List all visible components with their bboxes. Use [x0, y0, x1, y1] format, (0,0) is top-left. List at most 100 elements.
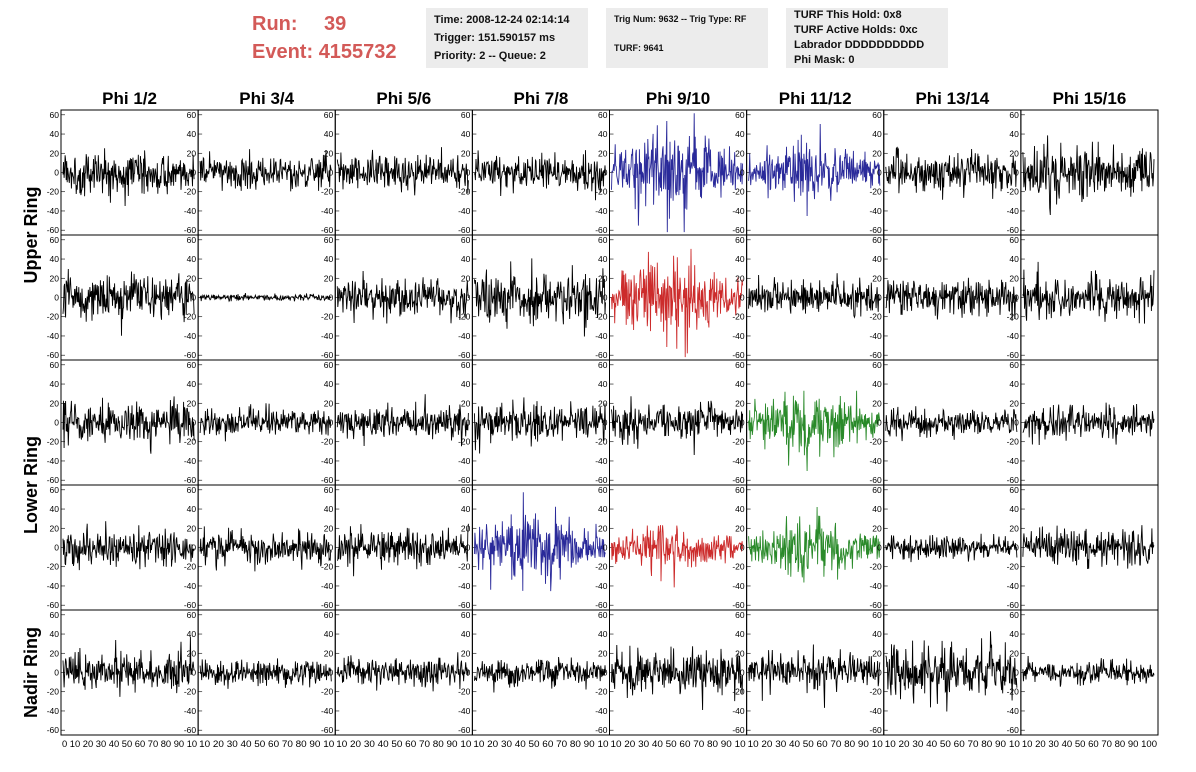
- y-tick-label: -40: [458, 206, 471, 216]
- trigger-info-box: Trig Num: 9632 -- Trig Type: RF TURF: 96…: [606, 8, 768, 68]
- x-tick-label: 10 20 30 40 50 60 70 80 90 10: [885, 739, 1020, 749]
- y-tick-label: -60: [1007, 225, 1020, 235]
- y-tick-label: 60: [598, 235, 608, 245]
- waveform-trace: [611, 396, 744, 456]
- y-tick-label: 60: [598, 110, 608, 120]
- y-tick-label: 20: [187, 398, 197, 408]
- y-tick-label: 40: [324, 129, 334, 139]
- y-tick-label: 20: [324, 148, 334, 158]
- y-tick-label: 40: [50, 504, 60, 514]
- y-tick-label: -60: [869, 600, 882, 610]
- y-tick-label: 0: [740, 668, 745, 678]
- column-header: Phi 9/10: [646, 89, 710, 108]
- y-tick-label: 20: [1009, 523, 1019, 533]
- y-tick-label: -60: [732, 225, 745, 235]
- waveform-trace: [473, 492, 606, 592]
- y-tick-label: -60: [458, 225, 471, 235]
- y-tick-label: 60: [324, 235, 334, 245]
- y-tick-label: 0: [54, 168, 59, 178]
- y-tick-label: -20: [321, 437, 334, 447]
- y-tick-label: 60: [187, 610, 197, 620]
- row-label: Upper Ring: [21, 187, 41, 284]
- y-tick-label: 40: [324, 254, 334, 264]
- y-tick-label: -60: [184, 350, 197, 360]
- y-tick-label: 60: [735, 235, 745, 245]
- waveform-trace: [748, 123, 881, 217]
- y-tick-label: -20: [1007, 687, 1020, 697]
- y-tick-label: 0: [54, 668, 59, 678]
- y-tick-label: 40: [461, 629, 471, 639]
- y-tick-label: 20: [461, 523, 471, 533]
- y-tick-label: -60: [595, 725, 608, 735]
- waveform-trace: [748, 644, 881, 708]
- y-tick-label: 40: [324, 504, 334, 514]
- y-tick-label: -20: [47, 687, 60, 697]
- y-tick-label: -40: [869, 206, 882, 216]
- waveform-trace: [62, 396, 195, 454]
- y-tick-label: 60: [187, 235, 197, 245]
- y-tick-label: 0: [191, 293, 196, 303]
- y-tick-label: 0: [740, 418, 745, 428]
- y-tick-label: -20: [732, 687, 745, 697]
- y-tick-label: 60: [461, 360, 471, 370]
- y-tick-label: 40: [598, 504, 608, 514]
- y-tick-label: -60: [47, 475, 60, 485]
- column-header: Phi 1/2: [102, 89, 157, 108]
- y-tick-label: -60: [458, 475, 471, 485]
- y-tick-label: -20: [184, 187, 197, 197]
- y-tick-label: -40: [184, 456, 197, 466]
- y-tick-label: -40: [184, 706, 197, 716]
- y-tick-label: -20: [458, 312, 471, 322]
- time-info-box: Time: 2008-12-24 02:14:14 Trigger: 151.5…: [426, 8, 588, 68]
- y-tick-label: -20: [595, 562, 608, 572]
- y-tick-label: 0: [1014, 168, 1019, 178]
- y-tick-label: 40: [50, 379, 60, 389]
- y-tick-label: -60: [595, 350, 608, 360]
- waveform-trace: [199, 526, 332, 572]
- y-tick-label: 40: [735, 254, 745, 264]
- y-tick-label: 0: [603, 293, 608, 303]
- y-tick-label: 0: [1014, 293, 1019, 303]
- y-tick-label: 0: [1014, 418, 1019, 428]
- y-tick-label: 60: [872, 360, 882, 370]
- y-tick-label: -40: [458, 331, 471, 341]
- y-tick-label: 60: [50, 110, 60, 120]
- y-tick-label: 20: [50, 648, 60, 658]
- y-tick-label: -60: [458, 600, 471, 610]
- y-tick-label: 20: [50, 273, 60, 283]
- y-tick-label: 0: [603, 543, 608, 553]
- y-tick-label: 40: [872, 504, 882, 514]
- waveform-trace: [611, 248, 744, 358]
- y-tick-label: 60: [598, 610, 608, 620]
- y-tick-label: -40: [595, 331, 608, 341]
- y-tick-label: -20: [869, 437, 882, 447]
- y-tick-label: -40: [47, 331, 60, 341]
- waveform-trace: [62, 521, 195, 571]
- y-tick-label: 40: [735, 504, 745, 514]
- waveform-trace: [885, 277, 1018, 321]
- y-tick-label: 0: [877, 293, 882, 303]
- y-tick-label: 60: [872, 235, 882, 245]
- y-tick-label: 0: [329, 543, 334, 553]
- waveform-trace: [199, 403, 332, 442]
- y-tick-label: -40: [595, 456, 608, 466]
- y-tick-label: 40: [735, 129, 745, 139]
- y-tick-label: 0: [191, 668, 196, 678]
- y-tick-label: 0: [329, 668, 334, 678]
- y-tick-label: 60: [872, 110, 882, 120]
- y-tick-label: 60: [50, 235, 60, 245]
- waveform-trace: [62, 148, 195, 207]
- waveform-trace: [1022, 261, 1155, 324]
- y-tick-label: -60: [732, 725, 745, 735]
- waveform-trace: [1022, 655, 1155, 687]
- y-tick-label: -40: [595, 706, 608, 716]
- phi-mask-text: Phi Mask: 0: [794, 54, 855, 66]
- y-tick-label: 20: [735, 273, 745, 283]
- y-tick-label: 60: [1009, 110, 1019, 120]
- y-tick-label: -40: [47, 456, 60, 466]
- waveform-trace: [336, 394, 469, 447]
- y-tick-label: -20: [184, 437, 197, 447]
- event-label: Event:: [252, 41, 314, 63]
- y-tick-label: -20: [184, 562, 197, 572]
- y-tick-label: 60: [598, 485, 608, 495]
